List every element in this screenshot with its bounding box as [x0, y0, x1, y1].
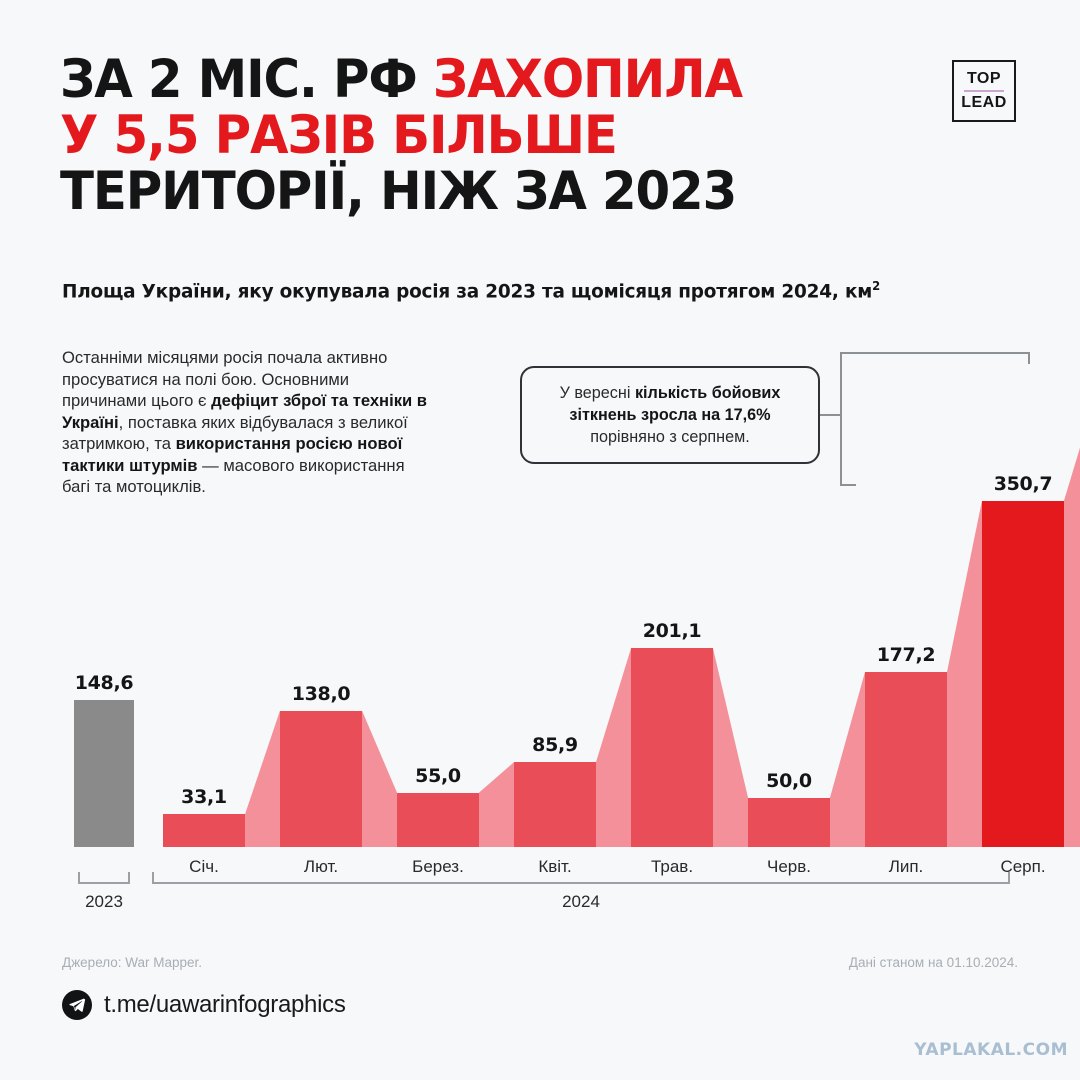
bar-2023: [74, 700, 134, 847]
logo-divider: [964, 90, 1004, 92]
bar-connector: [947, 500, 982, 847]
callout-box: У вересні кількість бойових зіткнень зро…: [520, 366, 820, 464]
group-bracket-2024-right: [1008, 872, 1010, 884]
x-axis-tick-серп: Серп.: [1000, 857, 1046, 876]
x-axis-tick-січ: Січ.: [189, 857, 219, 876]
annotation-bracket-right: [1028, 352, 1030, 364]
paragraph-part-3: — масового використання багі та мотоцикл…: [62, 455, 405, 497]
bar-connector: [830, 671, 865, 847]
paragraph-part-1: Останніми місяцями росія почала активно …: [62, 348, 388, 410]
group-label-2024: 2024: [562, 892, 600, 911]
telegram-icon: [62, 990, 92, 1020]
top-lead-logo: TOP LEAD: [952, 60, 1016, 122]
paragraph-bold-2: використання росією нової тактики штурмі…: [62, 434, 403, 475]
chart-subtitle-text: Площа України, яку окупувала росія за 20…: [62, 280, 873, 303]
headline-line-3: ТЕРИТОРІЇ, НІЖ ЗА 2023: [60, 161, 737, 222]
group-bracket-2023-left: [78, 872, 80, 884]
annotation-bracket-left: [840, 352, 842, 486]
bar-value-label: 33,1: [181, 786, 227, 809]
bar-value-label: 148,6: [74, 672, 134, 695]
as-of-text: Дані станом на 01.10.2024.: [848, 955, 1018, 970]
bar-connector: [245, 710, 280, 847]
callout-part-2: порівняно з серпнем.: [590, 428, 750, 446]
page-title: ЗА 2 МІС. РФ ЗАХОПИЛА У 5,5 РАЗІВ БІЛЬШЕ…: [60, 52, 920, 220]
bar-value-label: 85,9: [532, 734, 578, 757]
bar-квіт: [514, 762, 596, 847]
description-paragraph: Останніми місяцями росія почала активно …: [62, 347, 432, 498]
headline-line-2: У 5,5 РАЗІВ БІЛЬШЕ: [60, 105, 618, 166]
x-axis-tick-квіт: Квіт.: [538, 857, 572, 876]
bar-берез: [397, 792, 479, 847]
annotation-bracket-tick: [840, 484, 856, 486]
bar-value-label: 50,0: [766, 769, 812, 792]
bar-value-label: 350,7: [993, 472, 1053, 495]
telegram-link[interactable]: t.me/uawarinfographics: [62, 990, 346, 1020]
x-axis-tick-лип: Лип.: [888, 857, 924, 876]
chart-subtitle-superscript: 2: [872, 279, 881, 293]
x-axis-tick-берез: Берез.: [412, 857, 464, 876]
callout-part-1: У вересні: [559, 384, 635, 402]
chart-subtitle: Площа України, яку окупувала росія за 20…: [62, 279, 880, 302]
x-axis-tick-лют: Лют.: [303, 857, 339, 876]
bar-connector: [1064, 447, 1080, 847]
headline-line-1-black: ЗА 2 МІС. РФ: [60, 49, 433, 110]
paragraph-bold-1: дефіцит зброї та техніки в Україні: [62, 391, 428, 432]
callout-bold: кількість бойових зіткнень зросла на 17,…: [569, 384, 781, 424]
headline-line-1-red: ЗАХОПИЛА: [432, 49, 743, 110]
bar-лип: [865, 671, 947, 847]
annotation-bracket-top: [840, 352, 1030, 354]
headline-line-1: ЗА 2 МІС. РФ ЗАХОПИЛА: [60, 52, 868, 108]
bar-серп: [982, 500, 1064, 847]
bar-трав: [631, 648, 713, 847]
logo-text-lead: LEAD: [961, 94, 1007, 111]
source-text: Джерело: War Mapper.: [62, 955, 203, 970]
logo-text-top: TOP: [966, 70, 1002, 87]
paragraph-part-2: , поставка яких відбувалася з великої за…: [62, 412, 408, 454]
telegram-handle: t.me/uawarinfographics: [104, 991, 346, 1018]
bar-connector: [713, 648, 748, 847]
group-bracket-2024-line: [152, 882, 1010, 884]
bar-черв: [748, 797, 830, 847]
callout-text: У вересні кількість бойових зіткнень зро…: [536, 382, 804, 448]
x-axis-tick-трав: Трав.: [650, 857, 694, 876]
group-label-2023: 2023: [85, 892, 123, 911]
bar-value-label: 138,0: [291, 682, 351, 705]
bar-value-label: 55,0: [415, 764, 461, 787]
bar-value-label: 201,1: [642, 620, 702, 643]
group-bracket-2023-right: [128, 872, 130, 884]
x-axis-tick-черв: Черв.: [767, 857, 811, 876]
group-bracket-2024-left: [152, 872, 154, 884]
watermark: YAPLAKAL.COM: [914, 1040, 1068, 1060]
bar-лют: [280, 710, 362, 847]
group-bracket-2023-line: [78, 882, 130, 884]
callout-connector-line: [820, 414, 842, 416]
bar-січ: [163, 814, 245, 847]
bar-value-label: 177,2: [876, 643, 936, 666]
